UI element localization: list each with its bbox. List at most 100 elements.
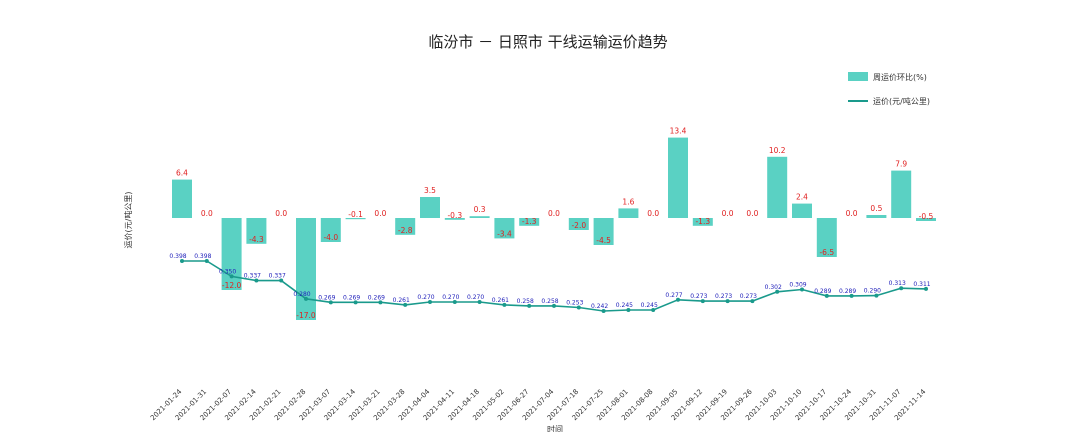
price-point <box>353 300 358 305</box>
bar-value-label: -2.0 <box>571 221 586 230</box>
price-point <box>552 303 556 308</box>
price-value-label: 0.258 <box>541 298 558 305</box>
bar <box>792 203 812 218</box>
price-value-label: 0.245 <box>616 302 633 309</box>
price-point <box>180 259 184 263</box>
bar <box>494 218 515 239</box>
price-point <box>452 300 457 305</box>
price-point <box>378 300 383 305</box>
bar <box>816 218 837 257</box>
bar-value-label: 10.2 <box>769 146 786 155</box>
bar <box>246 218 267 244</box>
legend-label-line: 运价(元/吨公里) <box>873 96 930 106</box>
price-point <box>279 278 284 283</box>
price-value-label: 0.270 <box>417 294 434 301</box>
bar-value-label: -12.0 <box>222 281 242 290</box>
x-tick-labels: 2021-01-242021-01-312021-02-072021-02-14… <box>149 387 928 422</box>
price-point <box>229 274 234 279</box>
price-value-label: 0.273 <box>740 293 757 300</box>
bar <box>916 218 936 221</box>
price-point <box>403 302 408 307</box>
price-point <box>304 296 308 301</box>
price-value-label: 0.309 <box>789 282 806 289</box>
bar-labels: 6.4 0.0 -12.0 -4.3 0.0 -17.0 -4.0 -0.1 0.0 -2.8 3.… <box>176 127 934 320</box>
price-point <box>651 308 656 313</box>
price-value-label: 0.261 <box>492 297 509 304</box>
bar <box>891 170 912 218</box>
bar-value-label: -2.8 <box>398 226 413 235</box>
bar <box>296 218 316 320</box>
legend-swatch-bar <box>848 72 868 81</box>
price-value-label: 0.270 <box>467 294 484 301</box>
price-value-label: 0.269 <box>368 294 385 301</box>
bar <box>345 218 366 220</box>
bar <box>320 218 341 242</box>
bar <box>866 215 887 218</box>
price-value-label: 0.277 <box>665 292 682 299</box>
bar <box>618 208 639 218</box>
y-axis-label: 运价(元/吨公里) <box>123 192 133 249</box>
bar <box>469 216 490 218</box>
bar <box>221 218 242 290</box>
price-value-label: 0.337 <box>269 273 286 280</box>
bar <box>668 137 688 218</box>
bar <box>767 156 788 218</box>
price-point <box>800 287 804 292</box>
bar-value-label: 0.0 <box>647 209 659 218</box>
price-point <box>874 293 879 298</box>
price-value-label: 0.289 <box>814 288 831 295</box>
price-value-label: 0.253 <box>566 299 583 306</box>
line-series <box>180 259 928 313</box>
bar-value-label: -0.1 <box>348 210 363 219</box>
price-point <box>477 300 482 305</box>
bar-series <box>172 137 936 320</box>
bar-value-label: -0.5 <box>919 212 934 221</box>
bar-value-label: -1.3 <box>695 217 710 226</box>
bar-value-label: 6.4 <box>176 169 188 178</box>
bar-value-label: 0.5 <box>870 204 882 213</box>
price-point <box>750 299 755 304</box>
bar-value-label: 0.0 <box>846 209 858 218</box>
bar-value-label: 0.0 <box>374 209 386 218</box>
bar-value-label: 3.5 <box>424 186 436 195</box>
price-value-label: 0.270 <box>442 294 459 301</box>
price-value-label: 0.350 <box>219 268 236 275</box>
bar <box>593 218 614 245</box>
price-point <box>924 286 928 291</box>
bar-value-label: 0.0 <box>746 209 758 218</box>
price-point <box>626 308 631 313</box>
chart-legend: 周运价环比(%) 运价(元/吨公里) <box>848 72 930 106</box>
bar <box>420 197 440 218</box>
bar-value-label: 2.4 <box>796 193 808 202</box>
price-point <box>428 300 432 305</box>
price-point <box>204 259 209 263</box>
bar-value-label: -4.3 <box>249 235 264 244</box>
bar-value-label: 7.9 <box>895 160 907 169</box>
price-value-label: 0.273 <box>690 293 707 300</box>
price-point <box>700 299 705 304</box>
bar-value-label: -4.5 <box>596 236 611 245</box>
price-value-label: 0.258 <box>517 298 534 305</box>
price-point <box>725 299 730 304</box>
price-value-label: 0.269 <box>343 294 360 301</box>
bar <box>519 218 540 226</box>
bar-value-label: -0.3 <box>447 211 462 220</box>
price-value-label: 0.280 <box>293 291 310 298</box>
bar-value-label: 0.0 <box>722 209 734 218</box>
price-value-label: 0.337 <box>244 273 261 280</box>
price-point <box>576 305 581 310</box>
price-value-label: 0.302 <box>765 284 782 291</box>
price-value-label: 0.289 <box>839 288 856 295</box>
bar-value-label: 0.3 <box>474 205 486 214</box>
price-value-label: 0.242 <box>591 303 608 310</box>
price-value-label: 0.245 <box>641 302 658 309</box>
bar-value-label: 13.4 <box>670 127 687 136</box>
price-value-label: 0.311 <box>913 281 930 288</box>
bar <box>568 218 589 230</box>
bar <box>172 179 192 218</box>
price-point <box>527 303 532 308</box>
x-axis-label: 时间 <box>547 424 563 432</box>
price-point <box>254 278 259 283</box>
bar-value-label: 0.0 <box>548 209 560 218</box>
